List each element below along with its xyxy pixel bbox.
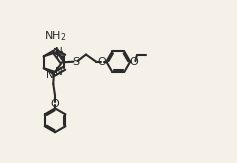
Text: O: O (98, 57, 107, 67)
Text: N: N (46, 70, 53, 80)
Text: N: N (55, 67, 63, 77)
Text: S: S (72, 57, 79, 67)
Text: N: N (56, 51, 64, 60)
Text: N: N (55, 47, 63, 57)
Text: O: O (129, 57, 138, 67)
Text: O: O (51, 99, 59, 109)
Text: NH$_2$: NH$_2$ (44, 29, 67, 43)
